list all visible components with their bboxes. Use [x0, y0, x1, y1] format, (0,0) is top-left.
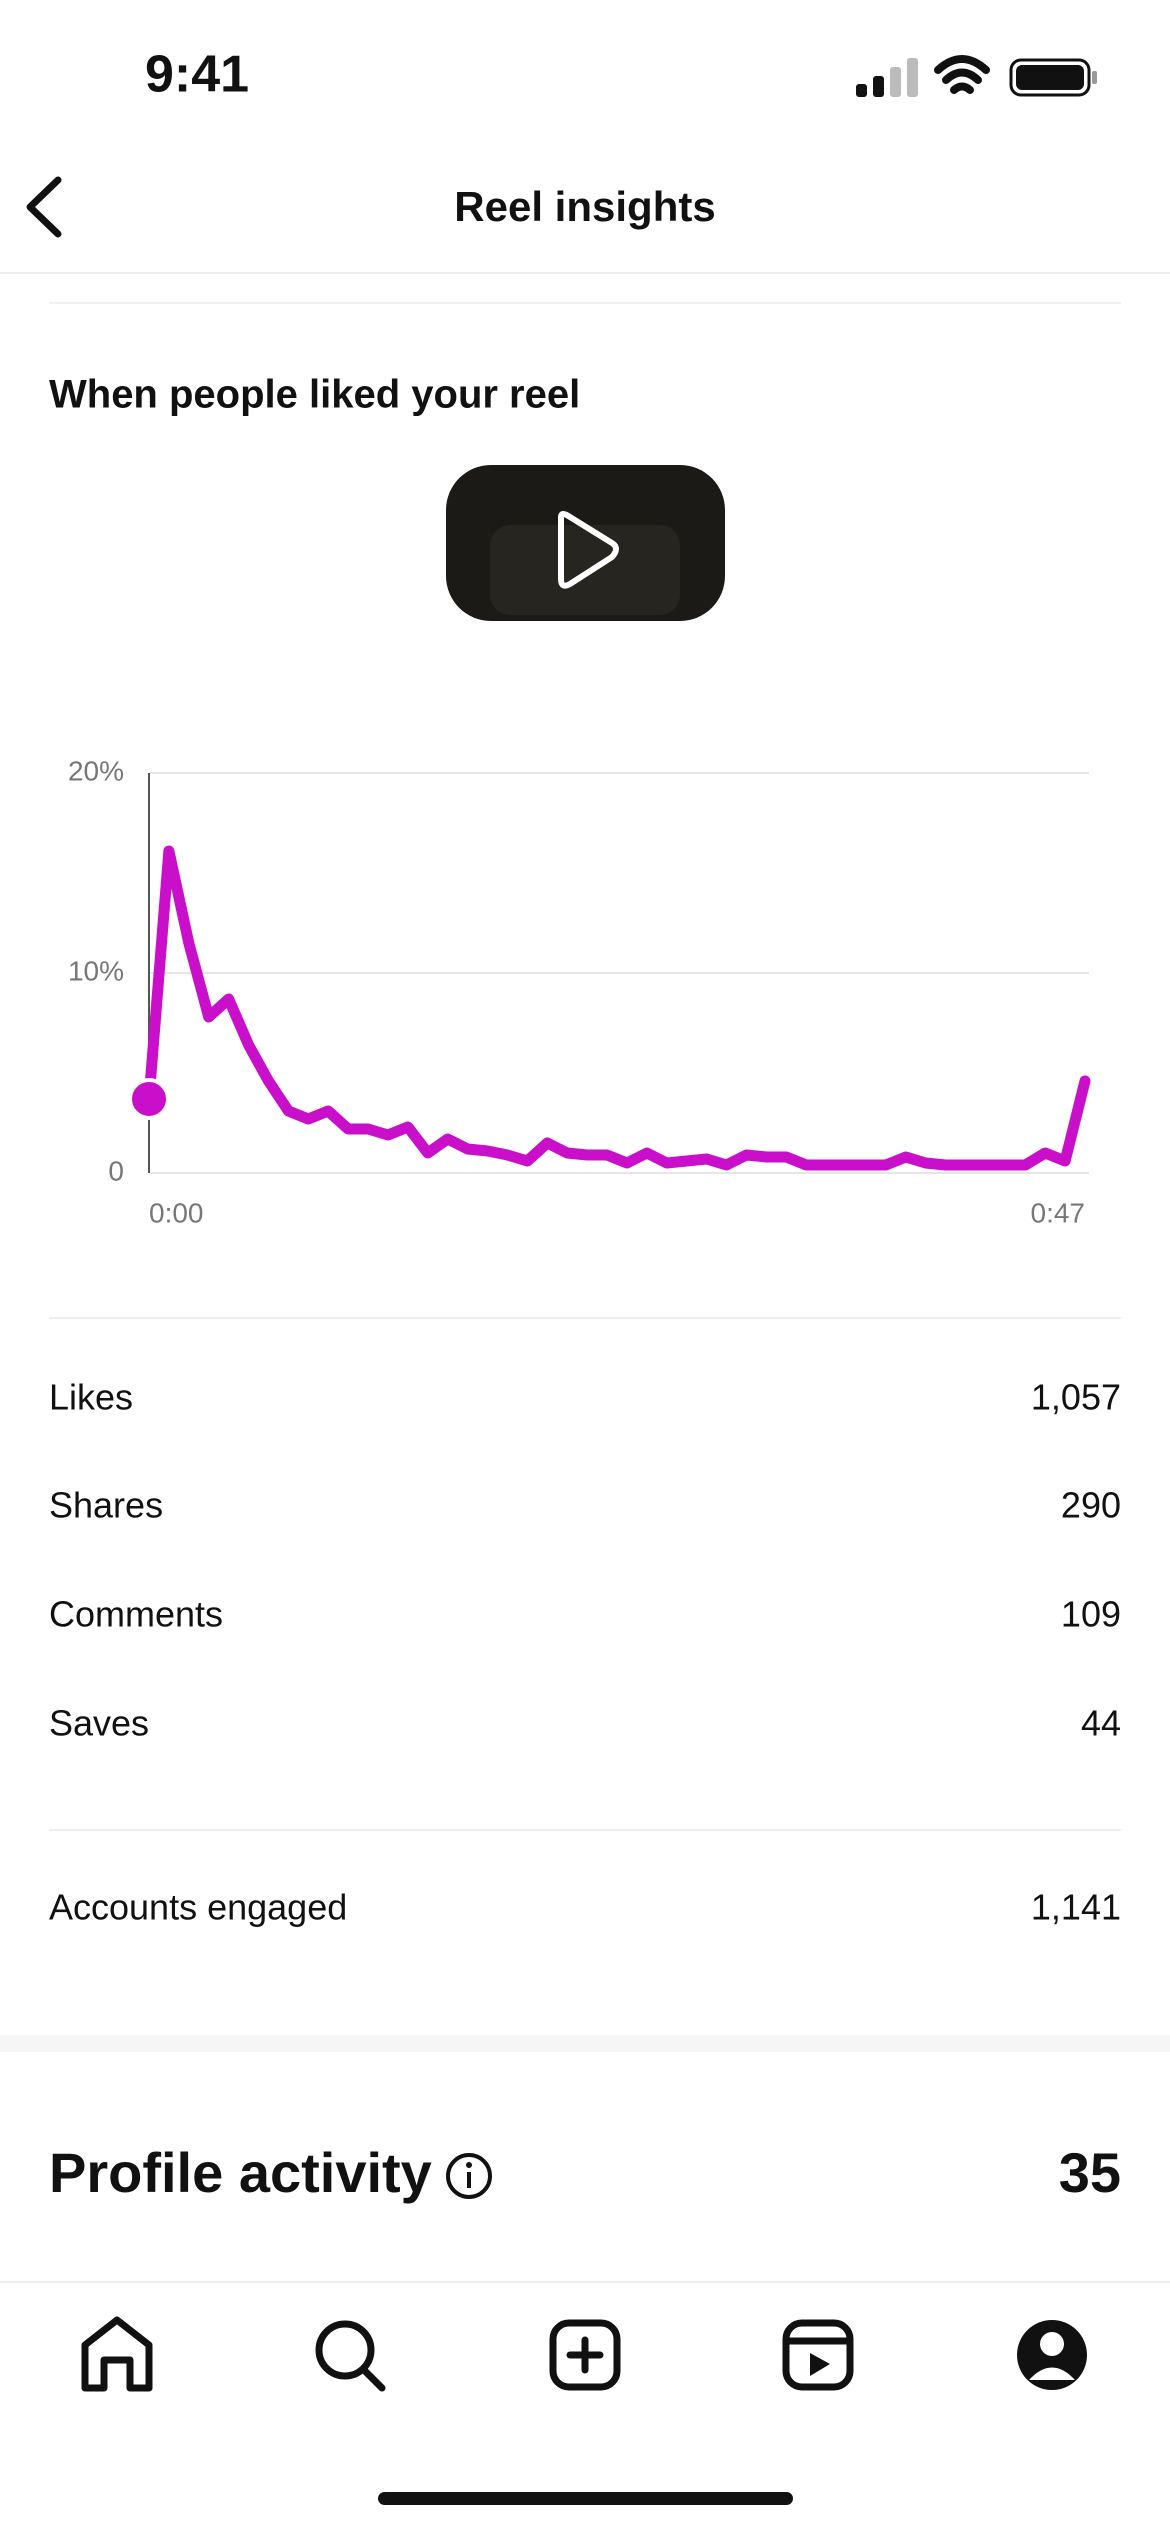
- tab-search[interactable]: [315, 2320, 386, 2392]
- accounts-engaged-value: 1,141: [1031, 1887, 1121, 1928]
- x-tick-label: 0:47: [1031, 1197, 1086, 1228]
- tab-reels[interactable]: [782, 2319, 854, 2391]
- tab-profile[interactable]: [1017, 2320, 1087, 2390]
- status-time: 9:41: [145, 46, 249, 104]
- profile-activity-value: 35: [1059, 2141, 1121, 2204]
- tab-home[interactable]: [81, 2316, 153, 2392]
- x-tick-label: 0:00: [149, 1197, 204, 1228]
- stat-label: Saves: [49, 1703, 149, 1744]
- profile-activity-label: Profile activity: [49, 2141, 432, 2204]
- tab-create[interactable]: [549, 2319, 621, 2391]
- stat-label: Shares: [49, 1485, 163, 1526]
- stat-value: 109: [1061, 1594, 1121, 1635]
- home-indicator: [378, 2492, 793, 2505]
- video-thumbnail[interactable]: [446, 465, 725, 621]
- y-tick-label: 20%: [68, 755, 124, 786]
- section-separator: [0, 2035, 1170, 2052]
- status-icons: [856, 55, 1097, 97]
- stat-value: 44: [1081, 1703, 1121, 1744]
- accounts-engaged-label: Accounts engaged: [49, 1887, 347, 1928]
- stat-value: 1,057: [1031, 1377, 1121, 1418]
- highlight-point: [128, 1078, 170, 1120]
- chart-title: When people liked your reel: [49, 373, 580, 417]
- stat-label: Likes: [49, 1377, 133, 1418]
- info-icon[interactable]: [446, 2153, 492, 2199]
- header-title: Reel insights: [454, 183, 715, 230]
- y-tick-label: 0: [108, 1155, 124, 1186]
- chart: 0 10% 20% 0:00 0:47: [68, 755, 1091, 1228]
- y-tick-label: 10%: [68, 955, 124, 986]
- line-series: [143, 845, 1091, 1171]
- stat-label: Comments: [49, 1594, 223, 1635]
- stat-value: 290: [1061, 1485, 1121, 1526]
- back-button[interactable]: [26, 176, 62, 238]
